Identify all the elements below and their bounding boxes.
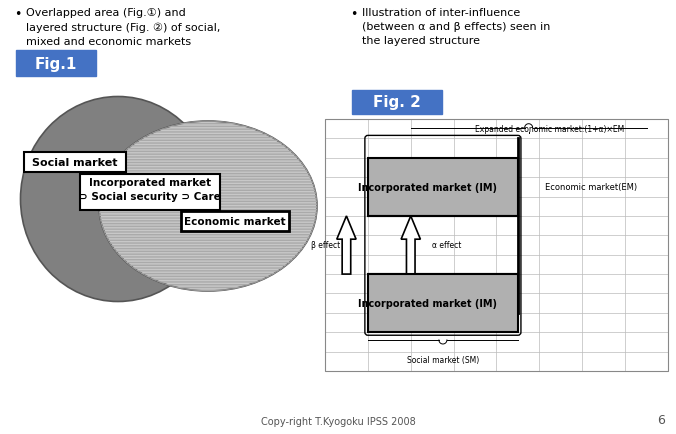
Bar [325, 120, 668, 371]
Ellipse shape [99, 122, 317, 291]
Bar [368, 158, 518, 217]
Text: β effect: β effect [311, 241, 340, 250]
Bar [16, 51, 96, 77]
Text: Social market: Social market [32, 158, 118, 168]
Text: Social market (SM): Social market (SM) [407, 355, 479, 364]
Text: •: • [14, 8, 22, 21]
Text: α effect: α effect [432, 241, 462, 250]
Bar [368, 274, 518, 332]
Text: Economic market(EM): Economic market(EM) [545, 183, 637, 192]
Text: Copy-right T.Kyogoku IPSS 2008: Copy-right T.Kyogoku IPSS 2008 [261, 416, 415, 426]
Text: Overlapped area (Fig.①) and
layered structure (Fig. ②) of social,
mixed and econ: Overlapped area (Fig.①) and layered stru… [26, 8, 220, 46]
Polygon shape [401, 217, 420, 274]
Text: Expanded economic market:(1+α)×EM: Expanded economic market:(1+α)×EM [475, 125, 625, 134]
Ellipse shape [20, 97, 216, 302]
Text: Economic market: Economic market [184, 217, 286, 227]
Text: •: • [350, 8, 358, 21]
Text: Incorporated market (IM): Incorporated market (IM) [358, 182, 498, 192]
Text: Incorporated market
⊃ Social security ⊃ Care: Incorporated market ⊃ Social security ⊃ … [79, 178, 221, 201]
Text: Incorporated market (IM): Incorporated market (IM) [358, 299, 498, 309]
Bar [181, 211, 289, 231]
Text: 6: 6 [657, 413, 665, 426]
Bar [352, 91, 442, 115]
Text: Fig. 2: Fig. 2 [373, 95, 421, 110]
Bar [24, 153, 126, 173]
Polygon shape [337, 217, 356, 274]
Bar [80, 174, 220, 210]
Text: Illustration of inter-influence
(between α and β effects) seen in
the layered st: Illustration of inter-influence (between… [362, 8, 550, 46]
Text: Fig.1: Fig.1 [34, 56, 77, 71]
